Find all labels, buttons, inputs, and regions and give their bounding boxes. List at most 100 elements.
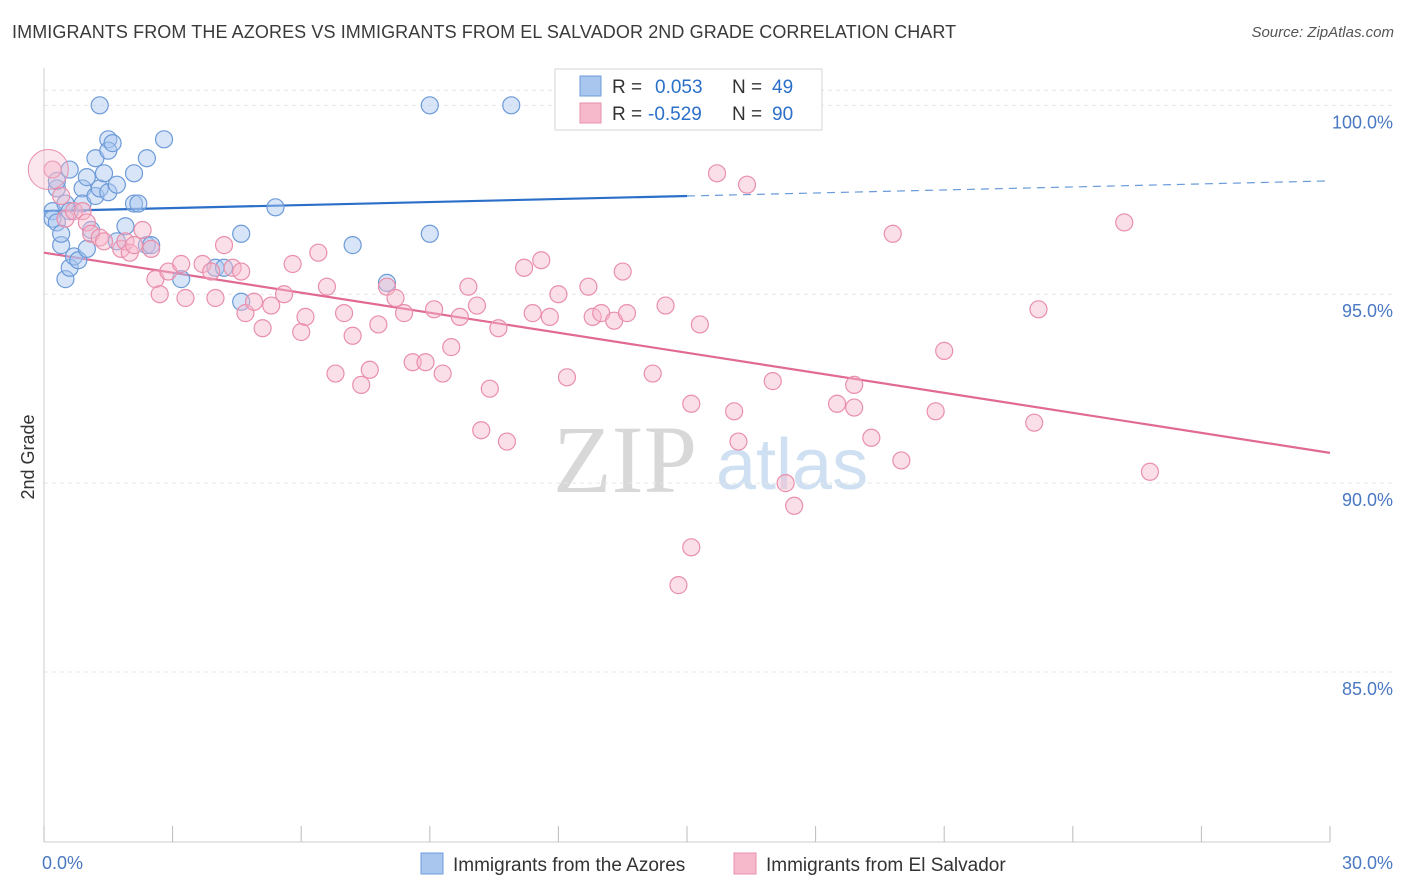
point-pink-1	[52, 186, 71, 206]
point-pink-59	[532, 251, 551, 270]
point-pink-39	[352, 375, 371, 394]
point-pink-31	[283, 254, 302, 274]
point-blue-32	[124, 194, 144, 213]
point-pink-82	[845, 398, 864, 417]
point-pink-93	[669, 576, 688, 595]
legend-r-value-blue: 0.053	[655, 77, 703, 98]
legend-r-value-pink: -0.529	[648, 104, 702, 125]
bottom-legend-label-blue: Immigrants from the Azores	[453, 855, 685, 876]
point-pink-14	[142, 239, 161, 258]
point-blue-31	[124, 164, 144, 183]
point-pink-48	[433, 364, 452, 383]
trend-line-blue-extension	[686, 180, 1331, 197]
point-pink-19	[176, 288, 195, 308]
point-blue-6	[52, 224, 71, 243]
point-pink-88	[1025, 413, 1044, 432]
point-blue-47	[420, 224, 439, 243]
point-pink-45	[403, 353, 422, 372]
point-pink-73	[707, 164, 727, 183]
legend-n-label-blue: N =	[732, 77, 762, 98]
point-pink-78	[776, 474, 795, 493]
point-pink-77	[763, 372, 782, 391]
point-pink-21	[202, 262, 221, 281]
point-pink-46	[416, 353, 435, 372]
point-pink-40	[360, 360, 379, 379]
point-pink-72	[690, 315, 709, 334]
point-pink-61	[549, 285, 568, 304]
point-pink-57	[515, 258, 534, 277]
watermark: ZIP atlas	[553, 406, 868, 513]
point-blue-16	[77, 168, 96, 187]
point-pink-92	[682, 538, 701, 557]
point-pink-23	[214, 236, 234, 255]
point-pink-44	[394, 304, 414, 323]
point-pink-54	[480, 379, 499, 398]
point-pink-10	[116, 232, 135, 251]
point-pink-0	[43, 160, 62, 179]
point-pink-68	[617, 304, 637, 323]
legend-swatch-blue	[579, 75, 602, 97]
point-pink-5	[77, 213, 96, 232]
point-blue-35	[137, 149, 156, 168]
point-pink-24	[223, 258, 242, 277]
point-blue-41	[232, 224, 251, 243]
point-pink-58	[523, 304, 542, 323]
point-pink-35	[317, 277, 337, 296]
trend-line-blue	[43, 194, 688, 213]
point-pink-52	[467, 296, 487, 315]
point-pink-76	[737, 175, 757, 194]
point-blue-33	[129, 194, 148, 213]
point-blue-48	[502, 96, 521, 115]
chart-title: IMMIGRANTS FROM THE AZORES VS IMMIGRANTS…	[12, 22, 957, 42]
bottom-legend-swatch-pink	[733, 852, 757, 875]
legend-n-label-pink: N =	[732, 104, 762, 125]
legend-n-value-pink: 90	[772, 104, 793, 125]
point-pink-85	[892, 451, 911, 470]
axes	[43, 68, 1331, 843]
point-blue-46	[420, 96, 439, 115]
point-blue-4	[47, 213, 66, 232]
point-pink-4	[73, 202, 92, 221]
trend-lines	[43, 180, 1331, 454]
x-tick-labels: 0.0% 30.0%	[42, 853, 1393, 873]
y-axis-title: 2nd Grade	[18, 414, 38, 499]
point-pink-8	[94, 232, 114, 251]
point-pink-38	[343, 326, 362, 345]
watermark-atlas: atlas	[716, 425, 868, 505]
y-tick-labels: 100.0% 95.0% 90.0% 85.0%	[1332, 112, 1393, 699]
point-pink-32	[292, 322, 311, 342]
point-pink-29	[262, 296, 281, 315]
point-blue-43	[266, 198, 285, 217]
point-pink-41	[369, 315, 388, 334]
point-blue-42	[232, 292, 251, 311]
legend-n-value-blue: 49	[772, 77, 793, 98]
x-tick-label-0: 0.0%	[42, 853, 83, 873]
bottom-legend-label-pink: Immigrants from El Salvador	[766, 855, 1006, 876]
legend-r-label-pink: R =	[612, 104, 642, 125]
point-pink-79	[785, 496, 804, 515]
point-blue-44	[343, 236, 362, 255]
y-tick-label-3: 85.0%	[1342, 679, 1393, 699]
point-pink-87	[935, 341, 954, 360]
point-pink-69	[643, 364, 662, 383]
point-pink-60	[540, 307, 559, 326]
point-pink-81	[845, 375, 864, 394]
point-pink-22	[206, 288, 225, 308]
point-pink-67	[613, 262, 632, 281]
point-pink-56	[497, 432, 517, 451]
bottom-legend: Immigrants from the Azores Immigrants fr…	[420, 852, 1006, 876]
point-pink-74	[725, 402, 744, 421]
point-pink-12	[124, 236, 144, 255]
y-tick-label-1: 95.0%	[1342, 301, 1393, 321]
point-pink-91	[1140, 462, 1160, 481]
point-pink-55	[489, 319, 508, 338]
point-pink-large	[27, 149, 69, 191]
point-pink-86	[926, 402, 945, 421]
point-pink-34	[309, 243, 328, 262]
point-pink-47	[424, 300, 444, 319]
point-pink-75	[729, 432, 748, 451]
point-pink-84	[883, 224, 902, 243]
point-pink-27	[244, 292, 264, 311]
point-blue-37	[154, 130, 174, 149]
